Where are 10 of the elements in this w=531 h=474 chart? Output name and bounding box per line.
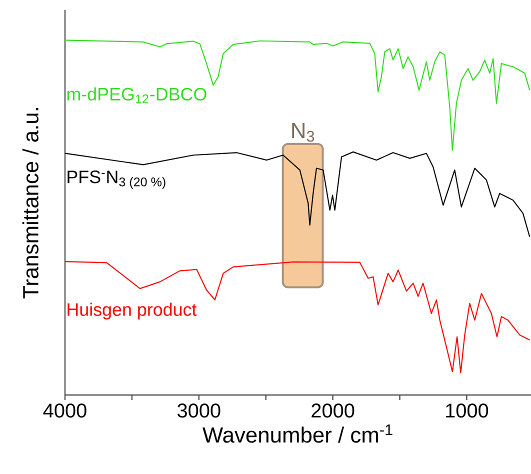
series-label: PFS$^{-}$N$_{3 (20 %)}$ bbox=[68, 170, 166, 189]
x-tick-label: 4000 bbox=[43, 404, 86, 418]
series-label: Huisgen product bbox=[68, 302, 197, 320]
x-axis-title: Wavenumber / cm$^{-1}$ bbox=[202, 424, 392, 443]
y-axis-title: Transmittance / a.u. bbox=[22, 108, 38, 298]
x-tick-label: 1000 bbox=[446, 404, 488, 418]
x-tick-label: 2000 bbox=[312, 404, 354, 418]
band-label: N$_{3}$ bbox=[292, 122, 314, 142]
series-label: m-dPEG$_{12}$-DBCO bbox=[67, 87, 206, 104]
x-tick-label: 3000 bbox=[178, 404, 220, 418]
